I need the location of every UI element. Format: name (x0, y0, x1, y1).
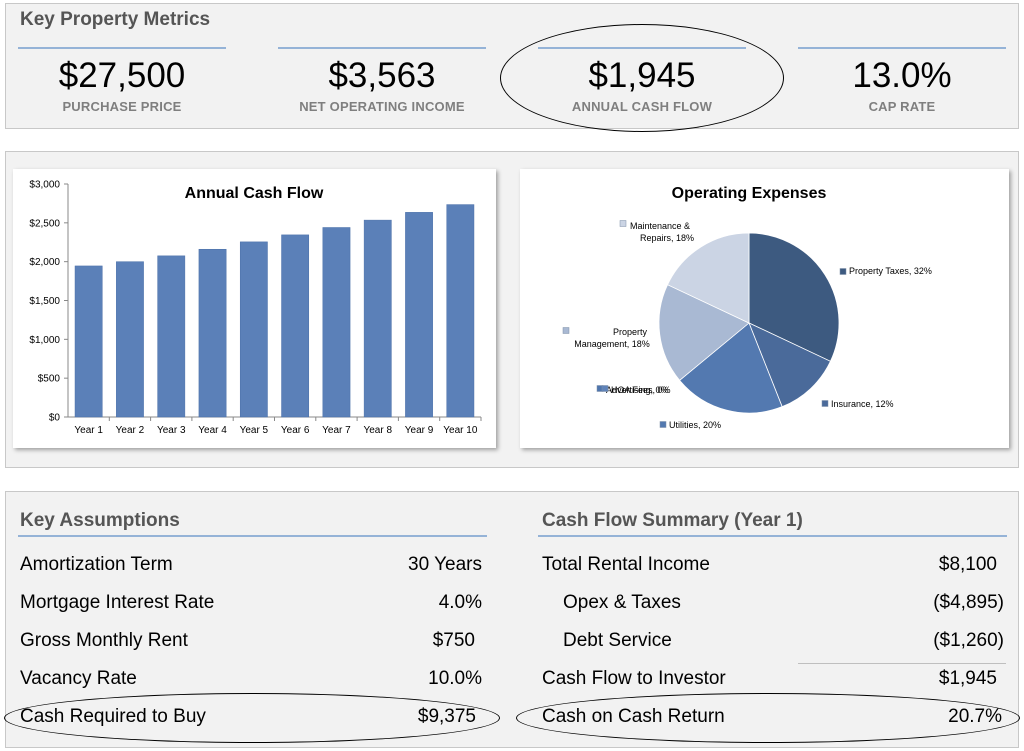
operating-expenses-chart: Operating Expenses Property Taxes, 32% Ins… (520, 169, 1009, 448)
summary-value: ($4,895) (933, 592, 1004, 613)
pie-chart-svg: Operating Expenses Property Taxes, 32% Ins… (562, 185, 932, 430)
x-tick-label: Year 1 (74, 425, 103, 436)
cap-rate-label: CAP RATE (868, 99, 936, 114)
pie-label: Utilities, 20% (669, 420, 721, 430)
legend-marker (619, 220, 627, 227)
legend-marker (821, 400, 829, 407)
subtotal-rule (798, 663, 1006, 664)
x-tick-label: Year 2 (116, 425, 145, 436)
metric-rule (18, 47, 226, 49)
summary-label: Debt Service (563, 630, 672, 651)
annual-cash-flow-chart: Annual Cash Flow $0 $500 $1,000 $1,500 $2,000… (13, 169, 496, 448)
y-tick-label: $2,000 (29, 257, 60, 268)
summary-value: $1,945 (938, 668, 997, 689)
pie-slice (679, 322, 783, 414)
metric-rule (278, 47, 486, 49)
y-tick-label: $2,500 (29, 218, 60, 229)
purchase-price-metric: $27,500 PURCHASE PRICE (18, 47, 226, 114)
legend-marker (659, 421, 667, 428)
highlight-oval-cash-required (4, 693, 500, 743)
bar (198, 248, 227, 418)
pie-slice (748, 232, 840, 362)
assumption-row: Amortization Term 30 Years (20, 553, 482, 577)
assumptions-title-rule (18, 535, 487, 537)
noi-label: NET OPERATING INCOME (299, 99, 465, 114)
summary-row: Debt Service ($1,260) (563, 629, 1004, 653)
pie-slice (658, 284, 750, 381)
key-assumptions-title: Key Assumptions (20, 510, 180, 531)
pie-label: HOA Fees, 0% (611, 385, 671, 395)
chart-title: Operating Expenses (672, 185, 827, 202)
assumption-label: Amortization Term (20, 554, 173, 575)
bar (239, 241, 268, 418)
pie-label: Maintenance & (630, 221, 690, 231)
bar-chart-svg: Annual Cash Flow $0 $500 $1,000 $1,500 $2,000… (29, 180, 482, 436)
key-metrics-title: Key Property Metrics (20, 9, 211, 30)
noi-value: $3,563 (328, 56, 436, 95)
summary-row: Total Rental Income $8,100 (542, 553, 997, 577)
pie-label: Advertising, 0% (606, 385, 669, 395)
assumption-value: 10.0% (428, 668, 482, 689)
legend-marker (562, 327, 570, 334)
pie-label: Repairs, 18% (640, 233, 694, 243)
x-tick-label: Year 5 (240, 425, 269, 436)
metric-rule (798, 47, 1006, 49)
assumption-value: 4.0% (438, 592, 482, 613)
pie-label: Management, 18% (574, 339, 650, 349)
y-tick-label: $0 (49, 413, 61, 424)
pie-slice (748, 322, 831, 408)
y-tick-label: $1,000 (29, 335, 60, 346)
pie-label: Property (613, 327, 648, 337)
cash-flow-summary-title: Cash Flow Summary (Year 1) (542, 510, 803, 531)
summary-row: Cash Flow to Investor $1,945 (542, 667, 997, 691)
noi-metric: $3,563 NET OPERATING INCOME (278, 47, 486, 114)
y-tick-label: $3,000 (29, 180, 60, 191)
assumption-label: Gross Monthly Rent (20, 630, 188, 651)
x-tick-label: Year 8 (363, 425, 392, 436)
summary-label: Total Rental Income (542, 554, 710, 575)
pie-label: Property Taxes, 32% (849, 266, 932, 276)
assumption-label: Vacancy Rate (20, 668, 137, 689)
bar (116, 261, 144, 418)
bar (405, 212, 433, 418)
y-tick-label: $500 (38, 374, 61, 385)
bar (157, 255, 186, 418)
summary-row: Opex & Taxes ($4,895) (563, 591, 1004, 615)
summary-value: $8,100 (938, 554, 997, 575)
x-tick-label: Year 4 (198, 425, 227, 436)
assumption-label: Mortgage Interest Rate (20, 592, 215, 613)
highlight-oval-cash-on-cash (516, 693, 1020, 743)
summary-label: Opex & Taxes (563, 592, 681, 613)
assumption-value: $750 (432, 630, 475, 651)
summary-label: Cash Flow to Investor (542, 668, 726, 689)
bar (74, 265, 103, 418)
summary-value: ($1,260) (933, 630, 1004, 651)
purchase-price-label: PURCHASE PRICE (62, 99, 182, 114)
cap-rate-metric: 13.0% CAP RATE (798, 47, 1006, 114)
pie-slice (667, 232, 750, 324)
legend-marker (601, 385, 609, 392)
assumption-row: Vacancy Rate 10.0% (20, 667, 482, 691)
bar (446, 204, 475, 418)
summary-title-rule (538, 535, 1007, 537)
legend-marker (839, 268, 847, 275)
pie-label: Insurance, 12% (831, 399, 894, 409)
x-tick-label: Year 3 (157, 425, 186, 436)
assumption-row: Mortgage Interest Rate 4.0% (20, 591, 482, 615)
highlight-oval-annual-cash-flow (500, 24, 784, 132)
cap-rate-value: 13.0% (852, 56, 952, 95)
purchase-price-value: $27,500 (58, 56, 186, 95)
x-tick-label: Year 10 (443, 425, 478, 436)
x-tick-label: Year 7 (322, 425, 351, 436)
chart-title: Annual Cash Flow (185, 185, 324, 202)
y-tick-label: $1,500 (29, 296, 60, 307)
x-tick-label: Year 6 (281, 425, 310, 436)
x-tick-label: Year 9 (405, 425, 434, 436)
assumption-row: Gross Monthly Rent $750 (20, 629, 475, 653)
assumption-value: 30 Years (408, 554, 482, 575)
bar (363, 219, 392, 418)
bar (322, 227, 351, 418)
bar (281, 234, 310, 418)
